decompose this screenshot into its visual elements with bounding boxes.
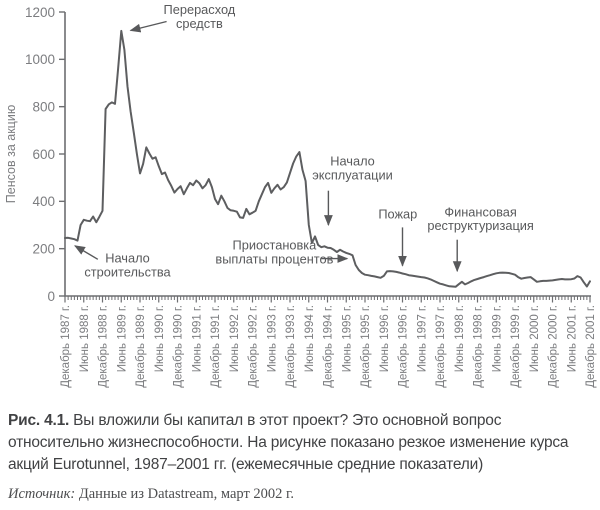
annotation-text: Начало	[330, 154, 375, 169]
x-tick-label: Декабрь 2001 г.	[585, 305, 597, 388]
x-tick-label: Июнь 1995 г.	[341, 305, 353, 372]
eurotunnel-share-price-chart: 0 200 400 600 800 1000 1200 Пенсов за акцию Дека…	[4, 2, 597, 388]
figure-source-label: Источник:	[8, 486, 76, 502]
annotation-text: Начало	[105, 251, 150, 266]
x-tick-label: Декабрь 1988 г.	[98, 305, 110, 388]
x-tick-label: Июнь 1999 г.	[491, 305, 503, 372]
price-line	[64, 29, 591, 288]
annotation-fire: Пожар	[378, 207, 417, 267]
x-tick-label: Декабрь 1991 г.	[210, 305, 222, 388]
x-tick-label: Июнь 1989 г.	[117, 305, 129, 372]
x-tick-label: Декабрь 1998 г.	[473, 305, 485, 388]
price-chart-svg: 0 200 400 600 800 1000 1200 Пенсов за акцию Дека…	[4, 2, 597, 388]
x-tick-label: Июнь 1991 г.	[191, 305, 203, 372]
annotation-text: средств	[176, 16, 223, 31]
y-tick-label: 400	[32, 194, 55, 209]
x-tick-label: Июнь 1992 г.	[229, 305, 241, 372]
figure-source-text: Данные из Datastream, март 2002 г.	[78, 486, 294, 502]
annotation-arrow	[129, 20, 167, 33]
x-tick-label: Июнь 1998 г.	[454, 305, 466, 372]
figure-source: Источник: Данные из Datastream, март 200…	[8, 485, 592, 503]
x-tick-label: Июнь 2000 г.	[529, 305, 541, 372]
x-tick-label: Июнь 1994 г.	[304, 305, 316, 372]
x-tick-label: Июнь 1988 г.	[79, 305, 91, 372]
annotation-text: Финансовая	[444, 204, 517, 219]
x-tick-label: Июнь 1997 г.	[416, 305, 428, 372]
y-tick-label: 0	[47, 289, 55, 304]
figure-caption-text: Вы вложили бы капитал в этот проект? Это…	[8, 412, 569, 473]
y-tick-label: 800	[32, 99, 55, 114]
x-tick-label: Июнь 1996 г.	[379, 305, 391, 372]
x-tick-label: Декабрь 1993 г.	[285, 305, 297, 388]
x-tick-label: Декабрь 1999 г.	[510, 305, 522, 388]
x-tick-label: Июнь 1990 г.	[154, 305, 166, 372]
annotation-text: выплаты процентов	[215, 251, 333, 266]
figure-caption: Рис. 4.1. Вы вложили бы капитал в этот пр…	[8, 410, 592, 476]
x-tick-label: Декабрь 1996 г.	[398, 305, 410, 388]
y-tick-label: 200	[32, 241, 55, 256]
y-tick-label: 1200	[25, 5, 55, 20]
figure-caption-number: Рис. 4.1.	[8, 412, 70, 429]
x-tick-label: Декабрь 1994 г.	[323, 305, 335, 388]
x-tick-label: Декабрь 1997 г.	[435, 305, 447, 388]
x-tick-label: Июнь 2001 г.	[567, 305, 579, 372]
annotation-text: Перерасход	[164, 2, 236, 17]
y-tick-label: 600	[32, 147, 55, 162]
x-tick-label: Декабрь 1990 г.	[173, 305, 185, 388]
x-tick-label: Декабрь 2000 г.	[548, 305, 560, 388]
annotation-arrow	[74, 245, 99, 260]
x-tick-label: Декабрь 1995 г.	[360, 305, 372, 388]
annotation-text: Приостановка	[233, 238, 318, 253]
x-tick-label: Декабрь 1987 г.	[60, 305, 72, 388]
annotation-text: строительства	[84, 264, 171, 279]
annotation-text: Пожар	[378, 207, 417, 222]
x-tick-label: Декабрь 1989 г.	[135, 305, 147, 388]
x-tick-label: Июнь 1993 г.	[266, 305, 278, 372]
annotation-text: эксплуатации	[312, 167, 393, 182]
annotation-text: реструктуризация	[427, 218, 534, 233]
x-tick-label: Декабрь 1992 г.	[248, 305, 260, 388]
y-axis-label: Пенсов за акцию	[4, 105, 18, 203]
y-tick-label: 1000	[25, 52, 55, 67]
